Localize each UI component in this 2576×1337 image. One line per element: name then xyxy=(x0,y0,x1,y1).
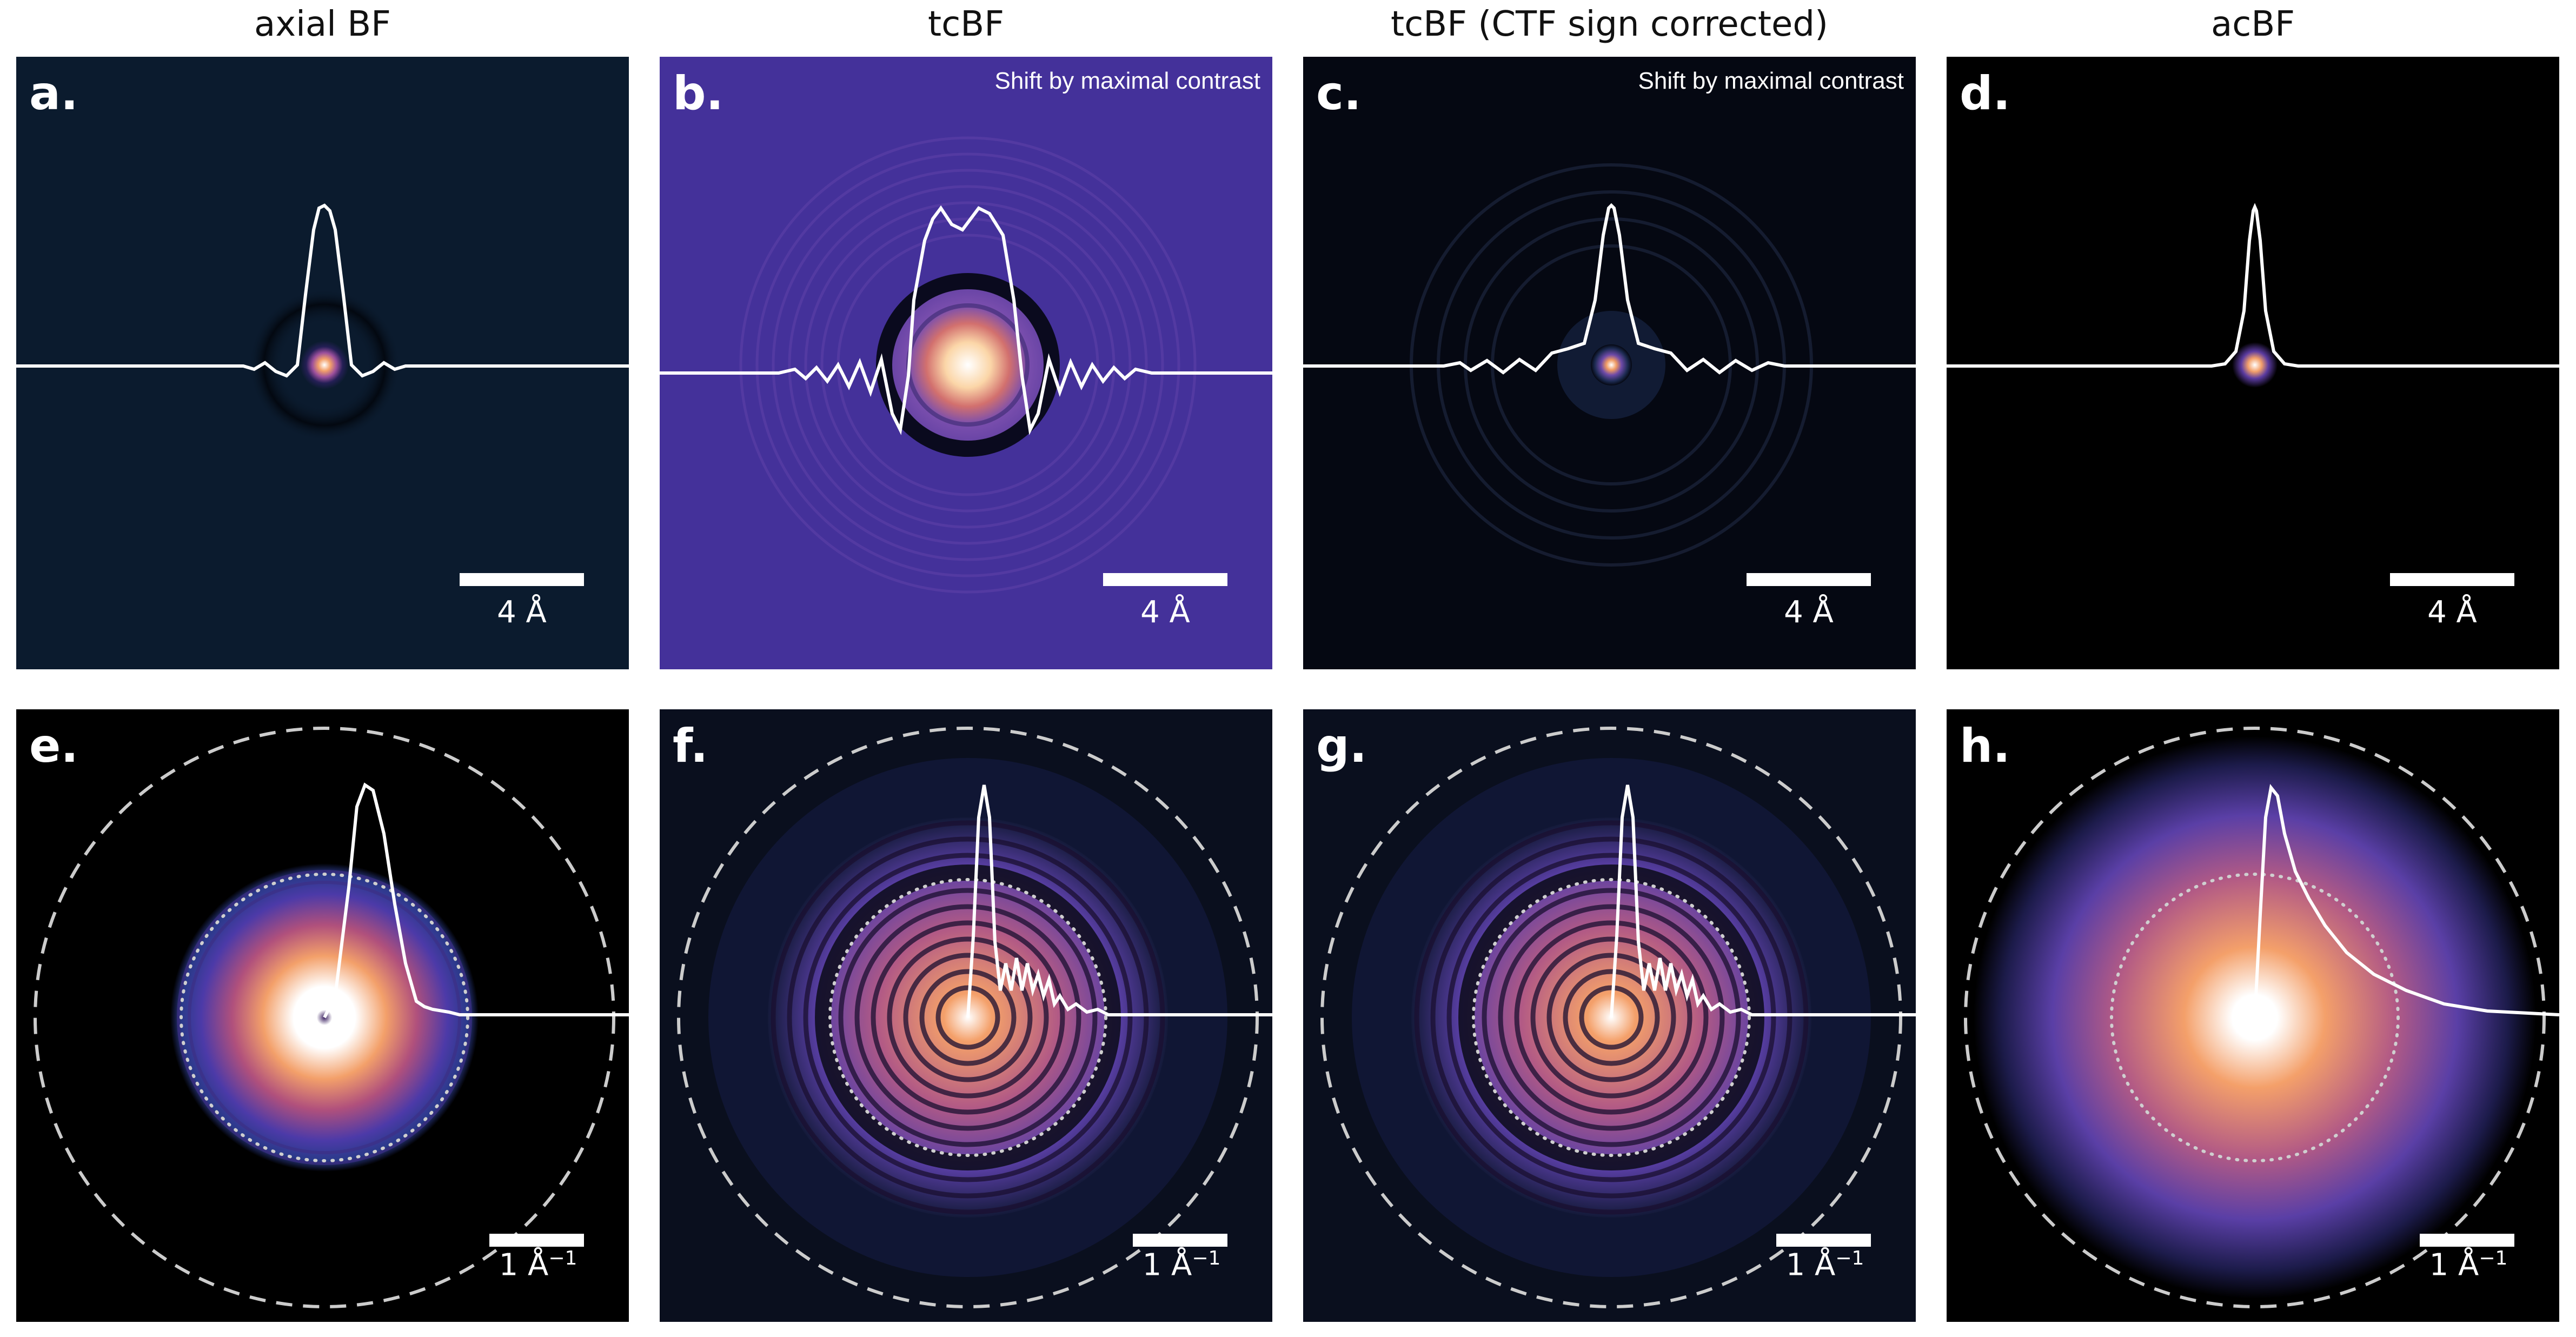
panel-d-scale-bar xyxy=(2390,573,2514,586)
panel-g-thon-rings xyxy=(1414,820,1809,1215)
panel-a-line-profile xyxy=(16,203,629,378)
panel-d-line-profile xyxy=(1947,203,2559,368)
panel-e-axial-bf-spectrum: e. 1 Å−1 xyxy=(16,709,629,1322)
panel-f-tcbf-spectrum: f. 1 Å−1 xyxy=(660,709,1272,1322)
column-title-tcbf-ctf: tcBF (CTF sign corrected) xyxy=(1391,4,1828,44)
panel-b-bright-core xyxy=(892,289,1044,441)
panel-f-line-profile xyxy=(966,784,1272,1018)
panel-e-scale-bar xyxy=(489,1234,584,1247)
panel-h-scale-bar xyxy=(2420,1234,2514,1247)
panel-f-figure xyxy=(677,727,1272,1308)
panel-e-figure xyxy=(34,727,629,1308)
panel-a-scale-bar xyxy=(460,573,584,586)
panel-f-letter: f. xyxy=(673,719,708,773)
panel-c-annotation: Shift by maximal contrast xyxy=(1638,68,1904,94)
panel-f-dashed-circle xyxy=(677,727,1259,1308)
panel-e-dotted-circle xyxy=(180,873,469,1162)
panel-d-figure xyxy=(1947,203,2559,388)
panel-b-figure xyxy=(660,136,1272,594)
panel-h-dashed-circle xyxy=(1964,727,2546,1308)
panel-c-letter: c. xyxy=(1316,66,1362,121)
panel-g-dashed-circle xyxy=(1320,727,1902,1308)
panel-d-scale-label: 4 Å xyxy=(2427,595,2477,630)
panel-b-scale-label: 4 Å xyxy=(1140,595,1190,630)
panel-e-dashed-circle xyxy=(34,727,615,1308)
panel-h-scale-label: 1 Å−1 xyxy=(2429,1247,2508,1283)
panel-f-scale-bar xyxy=(1133,1234,1227,1247)
panel-d-acbf-image: d. 4 Å xyxy=(1947,57,2559,669)
panel-d-letter: d. xyxy=(1960,66,2011,121)
panel-c-bright-spot xyxy=(1591,344,1632,385)
panel-d-bright-spot xyxy=(2232,342,2278,388)
panel-g-figure xyxy=(1320,727,1916,1308)
panel-g-dotted-circle xyxy=(1472,878,1751,1157)
panel-g-line-profile xyxy=(1610,784,1916,1018)
panel-g-scale-label: 1 Å−1 xyxy=(1785,1247,1864,1283)
panel-f-dotted-circle xyxy=(828,878,1107,1157)
panel-g-letter: g. xyxy=(1316,719,1367,773)
panel-f-thon-rings xyxy=(771,820,1165,1215)
panel-h-line-profile xyxy=(2253,783,2559,1018)
panel-h-acbf-spectrum: h. 1 Å−1 xyxy=(1947,709,2559,1322)
panel-a-scale-label: 4 Å xyxy=(497,595,547,630)
panel-b-annotation: Shift by maximal contrast xyxy=(994,68,1261,94)
column-title-tcbf: tcBF xyxy=(928,4,1004,44)
panel-e-letter: e. xyxy=(29,719,78,773)
panel-b-line-profile xyxy=(660,205,1272,435)
panel-f-scale-label: 1 Å−1 xyxy=(1142,1247,1221,1283)
panel-a-axial-bf-image: a. 4 Å xyxy=(16,57,629,669)
panel-g-scale-bar xyxy=(1776,1234,1871,1247)
panel-e-line-profile xyxy=(323,782,629,1019)
panel-b-letter: b. xyxy=(673,66,724,121)
panel-a-figure xyxy=(16,203,629,441)
panel-a-letter: a. xyxy=(29,66,78,121)
panel-c-line-profile xyxy=(1303,203,1916,375)
panel-c-tcbf-ctf-image: c. Shift by maximal contrast 4 Å xyxy=(1303,57,1916,669)
column-title-acbf: acBF xyxy=(2210,4,2295,44)
column-title-axial-bf: axial BF xyxy=(254,4,391,44)
panel-c-scale-bar xyxy=(1747,573,1871,586)
panel-a-bright-spot xyxy=(300,341,349,389)
panel-h-letter: h. xyxy=(1960,719,2010,773)
panel-g-tcbf-ctf-spectrum: g. 1 Å−1 xyxy=(1303,709,1916,1322)
panel-b-scale-bar xyxy=(1103,573,1227,586)
panel-c-figure xyxy=(1303,163,1916,567)
panel-h-figure xyxy=(1964,727,2559,1308)
panel-c-scale-label: 4 Å xyxy=(1784,595,1834,630)
panel-e-scale-label: 1 Å−1 xyxy=(499,1247,577,1283)
panel-b-tcbf-image: b. Shift by maximal contrast 4 Å xyxy=(660,57,1272,669)
panel-h-dotted-circle xyxy=(2110,873,2400,1162)
